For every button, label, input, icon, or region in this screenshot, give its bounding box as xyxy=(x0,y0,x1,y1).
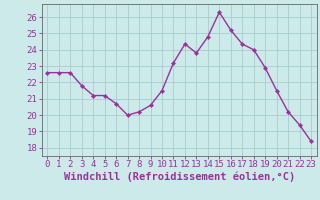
X-axis label: Windchill (Refroidissement éolien,°C): Windchill (Refroidissement éolien,°C) xyxy=(64,172,295,182)
